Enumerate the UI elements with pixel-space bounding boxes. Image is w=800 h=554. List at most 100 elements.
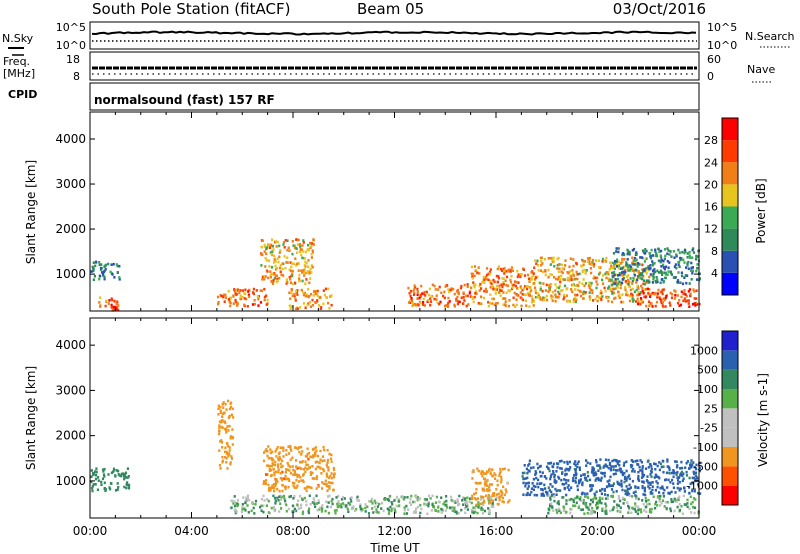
data-cell xyxy=(304,306,307,310)
data-cell xyxy=(607,277,610,281)
data-cell xyxy=(599,479,603,482)
data-cell xyxy=(574,296,577,299)
data-cell xyxy=(276,257,279,260)
data-cell xyxy=(305,261,308,265)
data-cell xyxy=(568,498,571,502)
data-cell xyxy=(531,298,534,301)
data-cell xyxy=(488,483,492,486)
data-cell xyxy=(645,249,648,253)
data-cell xyxy=(604,512,607,515)
nsearch-tick-top: 10^5 xyxy=(707,21,737,34)
data-cell xyxy=(435,298,438,301)
data-cell xyxy=(327,481,330,484)
data-cell xyxy=(524,484,527,488)
data-cell xyxy=(302,480,305,484)
data-cell xyxy=(559,277,562,281)
data-cell xyxy=(474,491,477,495)
data-cell xyxy=(645,510,648,513)
data-cell xyxy=(574,504,577,508)
data-cell xyxy=(452,287,455,291)
data-cell xyxy=(226,444,230,448)
data-cell xyxy=(487,272,490,276)
data-cell xyxy=(480,472,483,475)
data-cell xyxy=(602,274,605,277)
data-cell xyxy=(430,509,433,512)
data-cell xyxy=(297,269,300,272)
data-cell xyxy=(600,501,603,505)
data-cell xyxy=(483,289,486,293)
data-cell xyxy=(308,295,311,298)
data-cell xyxy=(311,249,314,252)
data-cell xyxy=(654,506,657,510)
data-cell xyxy=(641,273,644,277)
data-cell xyxy=(466,294,469,298)
data-cell xyxy=(579,290,582,293)
data-cell xyxy=(601,282,605,285)
data-cell xyxy=(647,266,650,270)
data-cell xyxy=(634,504,637,508)
data-cell xyxy=(303,487,306,490)
data-cell xyxy=(491,494,494,497)
data-cell xyxy=(101,477,105,481)
data-cell xyxy=(597,469,600,472)
data-cell xyxy=(289,278,292,281)
data-cell xyxy=(460,284,463,288)
data-cell xyxy=(306,467,309,471)
data-cell xyxy=(550,296,553,300)
data-cell xyxy=(510,275,513,278)
y-tick-label: 1000 xyxy=(55,474,86,488)
data-cell xyxy=(498,286,501,290)
data-cell xyxy=(591,260,594,264)
data-cell xyxy=(592,468,595,471)
data-cell xyxy=(657,475,660,479)
data-cell xyxy=(658,491,661,494)
data-cell xyxy=(637,474,640,478)
data-cell xyxy=(221,459,224,463)
data-cell xyxy=(107,262,110,266)
data-cell xyxy=(688,491,691,495)
data-cell xyxy=(431,503,434,506)
data-cell xyxy=(666,460,669,463)
data-cell xyxy=(558,267,561,270)
data-cell xyxy=(550,490,553,494)
data-cell xyxy=(227,454,230,458)
data-cell xyxy=(294,299,297,302)
data-cell xyxy=(639,469,642,472)
data-cell xyxy=(310,264,313,267)
data-cell xyxy=(548,462,551,465)
data-cell xyxy=(261,278,264,281)
data-cell xyxy=(661,304,664,307)
data-cell xyxy=(589,484,592,488)
data-cell xyxy=(585,269,588,272)
data-cell xyxy=(495,284,498,288)
data-cell xyxy=(637,470,640,474)
data-cell xyxy=(691,489,694,493)
data-cell xyxy=(646,479,649,483)
data-cell xyxy=(631,261,634,265)
data-cell xyxy=(547,290,550,293)
data-cell xyxy=(348,503,352,506)
data-cell xyxy=(409,503,413,506)
data-cell xyxy=(427,299,430,302)
data-cell xyxy=(323,448,326,452)
data-cell xyxy=(637,505,640,509)
data-cell xyxy=(590,498,593,502)
data-cell xyxy=(651,305,654,308)
data-cell xyxy=(668,492,671,495)
data-cell xyxy=(244,288,247,292)
data-cell xyxy=(651,254,655,257)
data-cell xyxy=(686,502,689,505)
data-cell xyxy=(524,482,527,485)
data-cell xyxy=(683,297,686,300)
data-cell xyxy=(616,277,620,281)
data-cell xyxy=(265,294,268,298)
data-cell xyxy=(487,278,490,282)
data-cell xyxy=(595,504,598,507)
velocity-colorbar-segment xyxy=(722,447,738,467)
data-cell xyxy=(648,502,651,506)
data-cell xyxy=(482,275,485,279)
data-cell xyxy=(592,276,595,280)
data-cell xyxy=(504,297,507,300)
data-cell xyxy=(330,303,333,307)
data-cell xyxy=(661,288,664,292)
